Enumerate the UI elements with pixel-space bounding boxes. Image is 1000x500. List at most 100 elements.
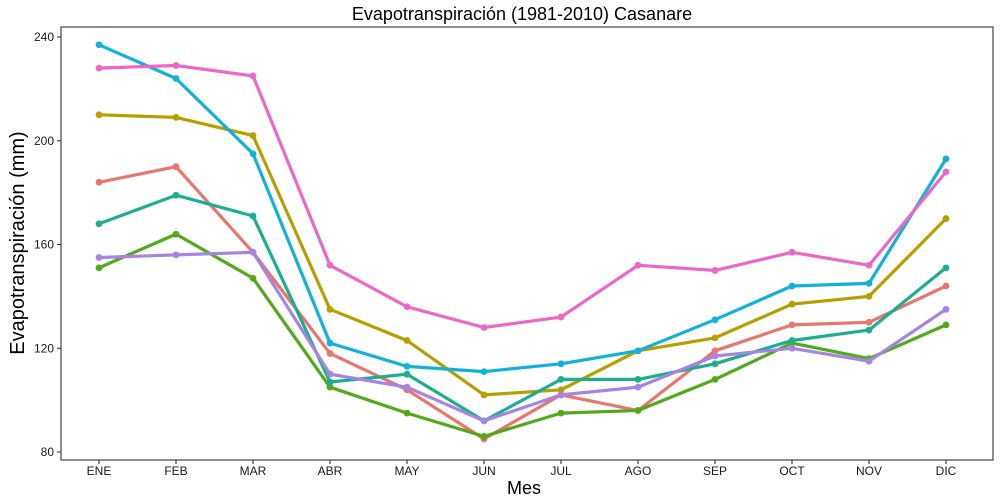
x-tick-label: DIC (936, 464, 957, 478)
data-point (942, 168, 950, 176)
data-point (249, 72, 257, 80)
data-point (326, 378, 334, 386)
x-tick-label: FEB (164, 464, 187, 478)
data-point (172, 62, 180, 69)
data-point (403, 363, 411, 370)
y-tick-label: 120 (34, 341, 54, 355)
series-2 (95, 111, 950, 399)
data-point (95, 220, 103, 228)
x-tick-label: MAR (240, 464, 267, 478)
data-point (95, 64, 103, 72)
series-5 (95, 41, 950, 375)
data-point (557, 386, 565, 394)
data-point (95, 178, 103, 186)
data-point (480, 368, 488, 375)
data-point (865, 318, 873, 326)
x-tick-label: MAY (394, 464, 419, 478)
data-point (711, 267, 719, 274)
data-point (711, 316, 719, 324)
x-tick-label: JUL (550, 464, 572, 478)
series-line (97, 63, 948, 330)
data-point (942, 305, 950, 313)
y-tick-label: 240 (34, 30, 54, 44)
data-point (480, 433, 488, 440)
data-point (942, 155, 950, 163)
data-point (865, 280, 873, 287)
data-point (403, 370, 411, 378)
y-tick-label: 160 (34, 238, 54, 252)
data-point (865, 326, 873, 334)
data-point (788, 344, 796, 352)
data-point (557, 360, 565, 368)
data-point (634, 375, 642, 383)
data-point (326, 383, 334, 391)
y-tick-label: 80 (41, 445, 55, 459)
x-tick-label: SEP (703, 464, 727, 478)
data-point (326, 370, 334, 378)
data-point (172, 191, 180, 199)
data-point (711, 360, 719, 368)
series-line (97, 250, 948, 423)
data-point (172, 163, 180, 171)
data-point (634, 347, 642, 355)
data-point (788, 337, 796, 344)
x-tick-label: NOV (856, 464, 882, 478)
data-point (480, 391, 488, 399)
x-tick-label: OCT (779, 464, 805, 478)
plot-panel (60, 26, 994, 461)
data-point (403, 303, 411, 311)
x-tick-label: ABR (318, 464, 343, 478)
data-point (403, 383, 411, 391)
data-point (95, 41, 103, 49)
data-point (249, 212, 257, 220)
data-point (788, 282, 796, 290)
data-point (788, 248, 796, 256)
data-point (326, 305, 334, 313)
data-point (634, 383, 642, 391)
x-axis: ENE FEB MAR ABR MAY JUN JUL AGO SEP OCT NOV DIC (87, 460, 957, 478)
x-axis-title: Mes (507, 478, 541, 498)
data-point (865, 357, 873, 365)
data-point (480, 417, 488, 425)
data-point (711, 334, 719, 342)
series-line (97, 165, 948, 441)
data-point (172, 75, 180, 82)
data-point (403, 337, 411, 344)
series-line (97, 113, 948, 397)
data-point (634, 261, 642, 269)
data-point (942, 282, 950, 290)
data-point (788, 321, 796, 329)
data-point (249, 248, 257, 256)
y-tick-label: 200 (34, 134, 54, 148)
data-point (403, 409, 411, 417)
series-layer (95, 41, 950, 443)
chart-title: Evapotranspiración (1981-2010) Casanare (352, 4, 692, 24)
data-point (788, 300, 796, 308)
data-point (557, 313, 565, 321)
data-point (865, 292, 873, 300)
data-point (95, 111, 103, 119)
data-point (480, 324, 488, 331)
x-tick-label: AGO (625, 464, 652, 478)
data-point (711, 347, 719, 355)
data-point (249, 132, 257, 139)
data-point (172, 114, 180, 121)
series-7 (95, 62, 950, 331)
data-point (557, 375, 565, 383)
data-point (557, 409, 565, 417)
data-point (326, 339, 334, 347)
series-6 (95, 248, 950, 425)
data-point (95, 264, 103, 272)
data-point (711, 375, 719, 383)
x-tick-label: ENE (87, 464, 112, 478)
data-point (942, 264, 950, 272)
y-axis-title: Evapotranspiración (mm) (7, 131, 29, 354)
data-point (865, 261, 873, 269)
data-point (557, 391, 565, 399)
data-point (711, 352, 719, 360)
x-tick-label: JUN (472, 464, 495, 478)
data-point (249, 274, 257, 282)
data-point (942, 321, 950, 329)
data-point (172, 251, 180, 259)
